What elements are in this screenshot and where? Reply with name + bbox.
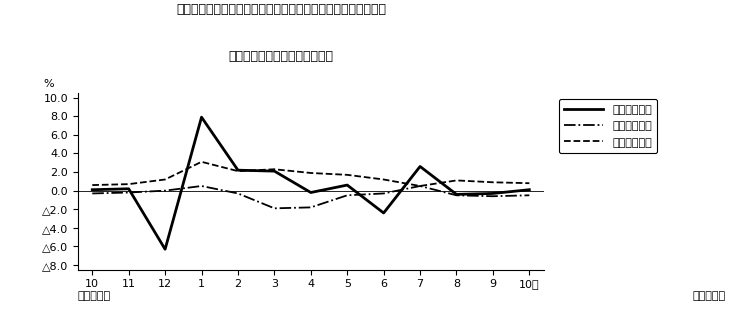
常用雇用指数 bbox=[525, 181, 534, 185]
現金給与総額 bbox=[270, 169, 279, 173]
常用雇用指数 bbox=[234, 169, 243, 173]
現金給与総額 bbox=[525, 188, 534, 192]
常用雇用指数 bbox=[124, 182, 133, 186]
総実労働時間 bbox=[197, 184, 206, 188]
Text: 平成２３年: 平成２３年 bbox=[692, 291, 725, 301]
現金給与総額 bbox=[88, 188, 97, 192]
現金給与総額 bbox=[124, 187, 133, 191]
総実労働時間 bbox=[161, 189, 169, 193]
常用雇用指数 bbox=[197, 160, 206, 164]
Text: 平成２２年: 平成２２年 bbox=[78, 291, 111, 301]
常用雇用指数 bbox=[343, 173, 352, 177]
現金給与総額 bbox=[343, 183, 352, 187]
現金給与総額 bbox=[234, 168, 243, 172]
常用雇用指数 bbox=[416, 184, 425, 188]
常用雇用指数 bbox=[306, 171, 315, 175]
常用雇用指数 bbox=[379, 178, 388, 181]
総実労働時間 bbox=[343, 193, 352, 197]
総実労働時間 bbox=[270, 206, 279, 210]
現金給与総額 bbox=[197, 115, 206, 119]
総実労働時間 bbox=[306, 206, 315, 209]
Text: 第４図　賃金、労働時間、常用雇用指数　対前年同月比の推移: 第４図 賃金、労働時間、常用雇用指数 対前年同月比の推移 bbox=[176, 3, 386, 16]
現金給与総額 bbox=[161, 247, 169, 251]
総実労働時間 bbox=[234, 192, 243, 195]
総実労働時間 bbox=[488, 194, 497, 198]
総実労働時間 bbox=[88, 192, 97, 195]
Line: 常用雇用指数: 常用雇用指数 bbox=[92, 162, 529, 186]
総実労働時間 bbox=[124, 191, 133, 194]
総実労働時間 bbox=[452, 193, 461, 197]
総実労働時間 bbox=[525, 193, 534, 197]
常用雇用指数 bbox=[270, 167, 279, 171]
常用雇用指数 bbox=[161, 178, 169, 181]
総実労働時間 bbox=[416, 184, 425, 188]
Text: （規模５人以上　調査産業計）: （規模５人以上 調査産業計） bbox=[229, 50, 334, 63]
Line: 総実労働時間: 総実労働時間 bbox=[92, 186, 529, 208]
常用雇用指数 bbox=[88, 183, 97, 187]
総実労働時間 bbox=[379, 192, 388, 195]
常用雇用指数 bbox=[452, 179, 461, 182]
現金給与総額 bbox=[416, 165, 425, 168]
現金給与総額 bbox=[306, 191, 315, 194]
現金給与総額 bbox=[452, 193, 461, 196]
Line: 現金給与総額: 現金給与総額 bbox=[92, 117, 529, 249]
常用雇用指数 bbox=[488, 180, 497, 184]
Text: %: % bbox=[44, 79, 55, 90]
現金給与総額 bbox=[379, 211, 388, 215]
現金給与総額 bbox=[488, 192, 497, 195]
Legend: 現金給与総額, 総実労働時間, 常用雇用指数: 現金給与総額, 総実労働時間, 常用雇用指数 bbox=[559, 99, 657, 153]
